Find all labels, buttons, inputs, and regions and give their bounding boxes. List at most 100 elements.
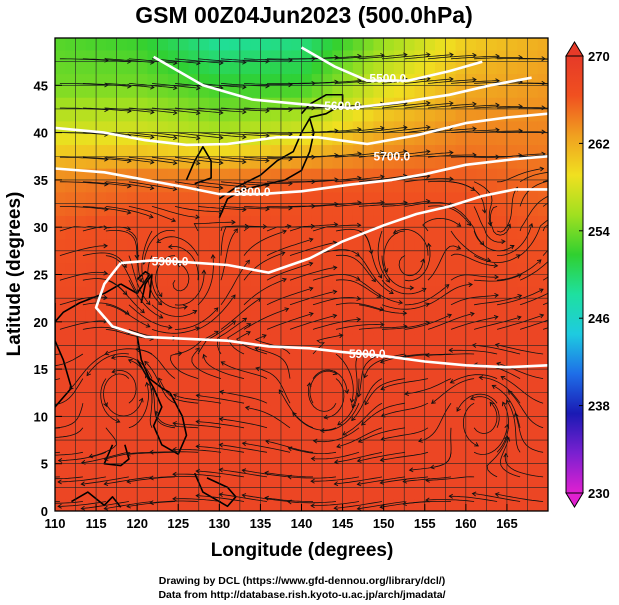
streamline-arrow (265, 158, 270, 164)
field-cell (404, 191, 416, 205)
field-cell (85, 428, 97, 441)
field-cell (209, 73, 220, 86)
streamline-25 (55, 353, 84, 367)
field-cell (116, 250, 128, 264)
field-cell (147, 215, 159, 228)
field-cell (537, 144, 548, 157)
field-cell (126, 120, 138, 134)
field-cell (424, 357, 436, 370)
field-cell (106, 85, 118, 98)
field-cell (137, 191, 149, 205)
field-cell (126, 61, 138, 75)
field-cell (147, 132, 159, 146)
field-cell (55, 239, 66, 252)
field-cell (96, 227, 107, 240)
field-cell (414, 38, 426, 51)
field-cell (373, 120, 385, 134)
field-cell (178, 120, 190, 134)
streamline-251 (320, 403, 360, 432)
field-cell (219, 487, 231, 500)
field-cell (178, 168, 190, 181)
streamline-arrow (137, 277, 143, 283)
field-cell (322, 191, 333, 205)
field-cell (383, 120, 395, 134)
field-cell (250, 85, 262, 98)
field-cell (476, 38, 487, 51)
field-cell (496, 286, 508, 299)
field-cell (517, 262, 529, 276)
field-cell (393, 357, 405, 370)
field-cell (311, 475, 323, 488)
field-cell (65, 416, 77, 429)
field-cell (126, 191, 138, 205)
field-cell (188, 309, 200, 323)
field-cell (342, 168, 354, 181)
field-cell (506, 475, 518, 488)
field-cell (383, 168, 395, 181)
field-cell (178, 227, 190, 240)
streamline-315 (422, 217, 461, 232)
field-cell (322, 97, 333, 110)
streamline-arrow (12, 497, 16, 501)
field-cell (414, 499, 426, 511)
field-cell (332, 309, 344, 323)
field-cell (445, 321, 457, 335)
field-cell (75, 463, 87, 477)
streamline-320 (427, 103, 477, 109)
streamline-arrow (500, 376, 506, 381)
streamline-386 (472, 344, 521, 355)
field-cell (188, 262, 200, 276)
field-cell (363, 144, 374, 157)
field-cell (332, 85, 344, 98)
field-cell (209, 416, 220, 429)
field-cell (250, 144, 262, 157)
streamline-243 (335, 127, 384, 133)
field-cell (404, 108, 416, 122)
field-cell (147, 274, 159, 287)
field-cell (486, 132, 498, 146)
field-cell (260, 357, 272, 370)
field-cell (393, 179, 405, 193)
field-cell (250, 108, 262, 122)
field-cell (424, 369, 436, 382)
field-cell (106, 144, 118, 157)
field-cell (414, 369, 426, 382)
streamline-arrow (192, 309, 198, 315)
field-cell (147, 440, 159, 453)
field-cell (506, 463, 518, 477)
field-cell (486, 357, 498, 370)
field-cell (116, 380, 128, 394)
field-cell (75, 451, 87, 465)
height-contour-4 (120, 188, 548, 274)
field-cell (424, 97, 436, 110)
field-cell (167, 239, 179, 252)
streamline-301 (404, 102, 453, 109)
field-cell (198, 108, 210, 122)
field-cell (167, 97, 179, 110)
chart-title: GSM 00Z04Jun2023 (500.0hPa) (135, 2, 473, 28)
field-cell (506, 451, 518, 465)
field-cell (55, 191, 66, 205)
field-cell (260, 451, 272, 465)
streamline-196 (254, 334, 291, 355)
field-cell (424, 475, 436, 488)
streamline-arrow (138, 397, 144, 403)
field-cell (476, 286, 487, 299)
field-cell (332, 73, 344, 86)
streamline-333 (450, 253, 498, 267)
field-cell (414, 440, 426, 453)
streamline-341 (450, 55, 500, 60)
field-cell (383, 451, 395, 465)
field-cell (496, 475, 508, 488)
field-cell (496, 380, 508, 394)
grid-lines (55, 38, 548, 511)
field-cell (147, 73, 159, 86)
field-cell (445, 404, 457, 417)
field-cell (445, 73, 457, 86)
field-cell (137, 499, 149, 511)
field-cell (455, 274, 467, 287)
field-cell (322, 345, 333, 358)
field-cell (393, 156, 405, 169)
colorbar-tick-label: 254 (588, 224, 610, 239)
field-cell (414, 203, 426, 216)
